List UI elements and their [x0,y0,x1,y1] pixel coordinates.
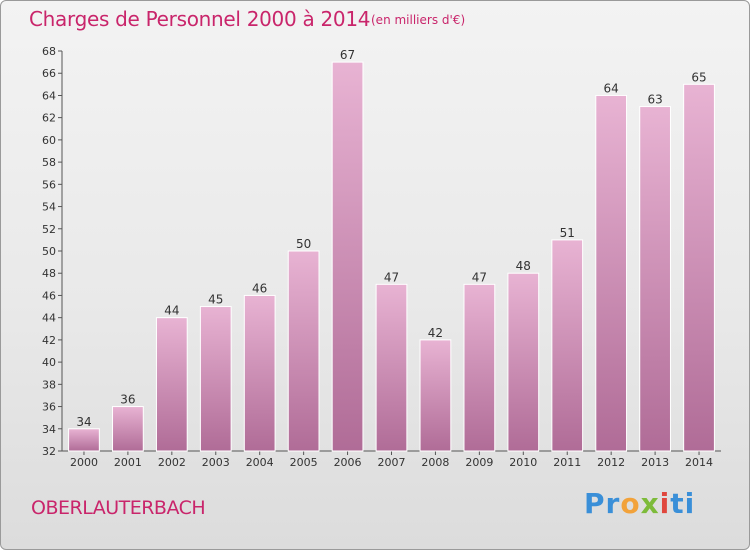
data-label-2013: 63 [647,93,662,107]
bar-2013[interactable] [639,106,671,452]
chart-unit-label: (en milliers d'€) [371,13,466,27]
y-tick-label: 58 [42,156,56,169]
y-tick-label: 62 [42,112,56,125]
chart-title: Charges de Personnel 2000 à 2014 [29,7,371,31]
bar-2012[interactable] [595,94,628,452]
x-tick-label-2005: 2005 [290,456,318,469]
bar-2011[interactable] [551,239,584,452]
y-axis: 32 34 36 38 40 42 44 46 48 50 52 54 56 58 60 62 64 66 68 [42,45,63,458]
data-label-2014: 65 [691,70,706,84]
y-tick-label: 34 [42,423,56,436]
x-tick-label-2003: 2003 [202,456,230,469]
bar-2005[interactable] [287,250,320,452]
y-tick-label: 52 [42,223,56,236]
bar-2001[interactable] [112,406,144,452]
data-label-2012: 64 [604,81,619,95]
x-tick-label-2011: 2011 [553,456,581,469]
y-tick-label: 32 [42,445,56,458]
data-label-2008: 42 [428,326,443,340]
x-tick-label-2000: 2000 [70,456,98,469]
bar-2010[interactable] [507,272,540,452]
bar-2003[interactable] [199,306,232,452]
y-tick-label: 44 [42,312,56,325]
y-tick-label: 36 [42,401,56,414]
y-tick-label: 48 [42,267,56,280]
data-label-2009: 47 [472,270,487,284]
y-tick-label: 46 [42,289,56,302]
data-label-2003: 45 [208,293,223,307]
bar-2009[interactable] [463,283,496,452]
y-tick-label: 68 [42,45,56,58]
data-label-2002: 44 [164,304,179,318]
y-tick-label: 66 [42,67,56,80]
data-label-2007: 47 [384,270,399,284]
bar-2014[interactable] [683,83,715,452]
data-label-2001: 36 [120,393,135,407]
data-label-2005: 50 [296,237,311,251]
x-tick-label-2010: 2010 [509,456,537,469]
y-tick-label: 54 [42,201,56,214]
bar-2008[interactable] [419,339,452,452]
y-tick-label: 64 [42,89,56,102]
bar-2006[interactable] [331,61,364,452]
bars-group [68,61,715,452]
data-label-2011: 51 [560,226,575,240]
proxiti-logo[interactable]: Proxiti [584,487,696,520]
data-label-2004: 46 [252,281,267,295]
data-label-2000: 34 [76,415,91,429]
x-tick-label-2002: 2002 [158,456,186,469]
x-tick-label-2013: 2013 [641,456,669,469]
y-tick-label: 38 [42,378,56,391]
x-tick-label-2001: 2001 [114,456,142,469]
x-axis: 2000 2001 2002 2003 2004 2005 2006 2007 2008 2009… [62,450,721,469]
y-tick-label: 42 [42,334,56,347]
x-tick-label-2007: 2007 [378,456,406,469]
city-name: OBERLAUTERBACH [31,497,206,519]
y-tick-label: 56 [42,178,56,191]
data-labels-group: 34 36 44 45 46 50 67 47 42 47 48 51 64 63 65 [76,48,706,429]
x-tick-label-2014: 2014 [685,456,713,469]
x-tick-label-2012: 2012 [597,456,625,469]
bar-2000[interactable] [68,428,100,452]
bar-2007[interactable] [375,283,408,452]
data-label-2010: 48 [516,259,531,273]
x-tick-label-2009: 2009 [465,456,493,469]
x-tick-label-2006: 2006 [334,456,362,469]
x-tick-label-2008: 2008 [421,456,449,469]
bar-2004[interactable] [243,294,276,452]
bar-2002[interactable] [155,317,188,452]
data-label-2006: 67 [340,48,355,62]
y-tick-label: 50 [42,245,56,258]
x-tick-label-2004: 2004 [246,456,274,469]
y-tick-label: 40 [42,356,56,369]
y-tick-label: 60 [42,134,56,147]
